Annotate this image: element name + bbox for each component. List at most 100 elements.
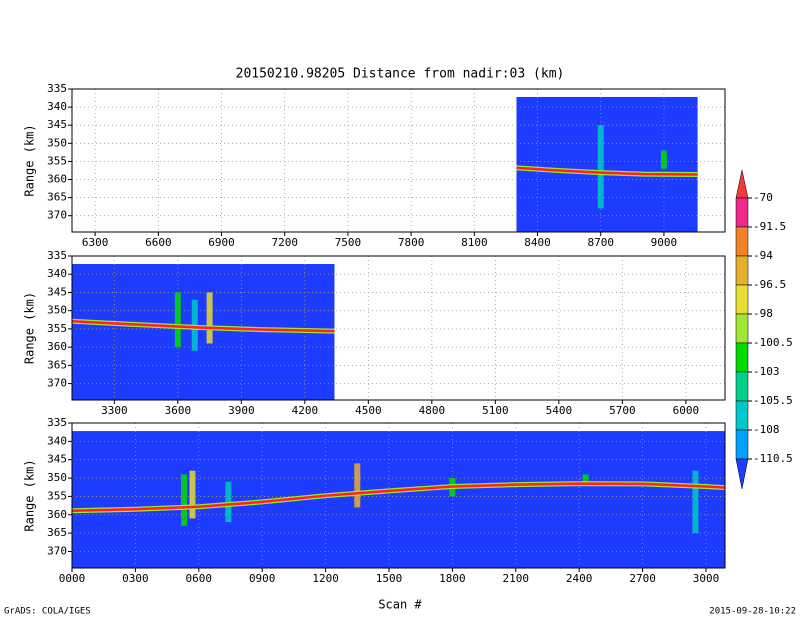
clutter	[206, 292, 213, 344]
x-tick-label: 0600	[186, 572, 213, 585]
clutter	[660, 150, 667, 169]
clutter	[582, 474, 589, 486]
surface-line	[72, 320, 335, 333]
frame	[71, 422, 726, 569]
y-tick-label: 370	[47, 544, 67, 557]
y-axis-label: Range (km)	[23, 292, 37, 364]
x-tick-label: 3600	[165, 404, 192, 417]
y-tick-label: 370	[47, 377, 67, 390]
x-tick-label: 1200	[312, 572, 339, 585]
x-tick-label: 3300	[101, 404, 128, 417]
clutter	[597, 125, 604, 209]
x-tick-label: 1800	[439, 572, 466, 585]
x-tick-label: 6600	[145, 236, 172, 249]
clutter	[189, 470, 196, 519]
footer-right: 2015-09-28-10:22	[709, 607, 796, 617]
chart-title: 20150210.98205 Distance from nadir:03 (k…	[236, 67, 565, 82]
y-tick-label: 340	[47, 100, 67, 113]
clutter	[225, 481, 232, 523]
clutter	[174, 292, 181, 348]
x-tick-label: 4800	[419, 404, 446, 417]
y-tick-label: 345	[47, 285, 67, 298]
footer-left: GrADS: COLA/IGES	[4, 607, 91, 617]
colorbar-box	[735, 313, 749, 344]
x-tick-label: 7800	[398, 236, 425, 249]
colorbar-label: -91.5	[753, 220, 786, 233]
swath	[516, 96, 698, 232]
x-tick-label: 7500	[335, 236, 362, 249]
x-tick-label: 5100	[482, 404, 509, 417]
x-tick-label: 2400	[566, 572, 593, 585]
y-tick-label: 335	[47, 249, 67, 262]
x-tick-label: 5400	[546, 404, 573, 417]
x-tick-label: 8700	[587, 236, 614, 249]
colorbar-label: -108	[753, 423, 780, 436]
colorbar-box	[735, 197, 749, 228]
colorbar-box	[735, 371, 749, 402]
y-tick-label: 360	[47, 340, 67, 353]
colorbar-label: -96.5	[753, 278, 786, 291]
colorbar-label: -105.5	[753, 394, 793, 407]
plot-area	[72, 423, 725, 568]
y-tick-label: 370	[47, 209, 67, 222]
y-tick-label: 350	[47, 136, 67, 149]
colorbar-box	[735, 400, 749, 431]
x-tick-label: 8100	[461, 236, 488, 249]
x-tick-label: 5700	[609, 404, 636, 417]
x-axis-label: Scan #	[378, 598, 422, 612]
x-tick-label: 3900	[228, 404, 255, 417]
colorbar-box	[735, 429, 749, 460]
y-axis-label: Range (km)	[23, 124, 37, 196]
x-tick-label: 0000	[59, 572, 86, 585]
x-tick-label: 6900	[208, 236, 235, 249]
y-tick-label: 365	[47, 526, 67, 539]
x-tick-label: 9000	[651, 236, 678, 249]
y-tick-label: 345	[47, 453, 67, 466]
x-tick-label: 8400	[524, 236, 551, 249]
y-tick-label: 350	[47, 471, 67, 484]
colorbar-label: -103	[753, 365, 780, 378]
y-tick-label: 345	[47, 118, 67, 131]
y-tick-label: 335	[47, 416, 67, 429]
x-tick-label: 2100	[503, 572, 530, 585]
clutter	[692, 470, 699, 534]
plot-area	[72, 89, 725, 232]
frame	[71, 88, 726, 233]
colorbar-box	[735, 284, 749, 315]
y-tick-label: 340	[47, 434, 67, 447]
y-tick-label: 355	[47, 489, 67, 502]
y-tick-label: 350	[47, 304, 67, 317]
x-tick-label: 1500	[376, 572, 403, 585]
colorbar-box	[735, 226, 749, 257]
colorbar-box	[735, 255, 749, 286]
x-tick-label: 0900	[249, 572, 276, 585]
y-tick-label: 365	[47, 358, 67, 371]
x-tick-label: 7200	[272, 236, 299, 249]
x-tick-label: 6300	[82, 236, 109, 249]
x-tick-label: 6000	[673, 404, 700, 417]
colorbar-label: -70	[753, 191, 773, 204]
y-tick-label: 355	[47, 322, 67, 335]
surface-line	[516, 166, 698, 176]
colorbar-label: -94	[753, 249, 773, 262]
y-tick-label: 360	[47, 508, 67, 521]
y-tick-label: 360	[47, 173, 67, 186]
frame	[71, 255, 726, 401]
y-tick-label: 335	[47, 82, 67, 95]
colorbar-label: -110.5	[753, 452, 793, 465]
x-tick-label: 4200	[292, 404, 319, 417]
y-tick-label: 340	[47, 267, 67, 280]
surface-line	[72, 482, 725, 512]
clutter	[354, 463, 361, 508]
x-tick-label: 2700	[629, 572, 656, 585]
colorbar-box	[735, 342, 749, 373]
y-tick-label: 355	[47, 154, 67, 167]
x-tick-label: 0300	[122, 572, 149, 585]
x-tick-label: 4500	[355, 404, 382, 417]
colorbar-cap	[735, 458, 749, 490]
plot-area	[72, 256, 725, 400]
colorbar-cap	[735, 169, 749, 199]
x-tick-label: 3000	[693, 572, 720, 585]
colorbar-label: -100.5	[753, 336, 793, 349]
